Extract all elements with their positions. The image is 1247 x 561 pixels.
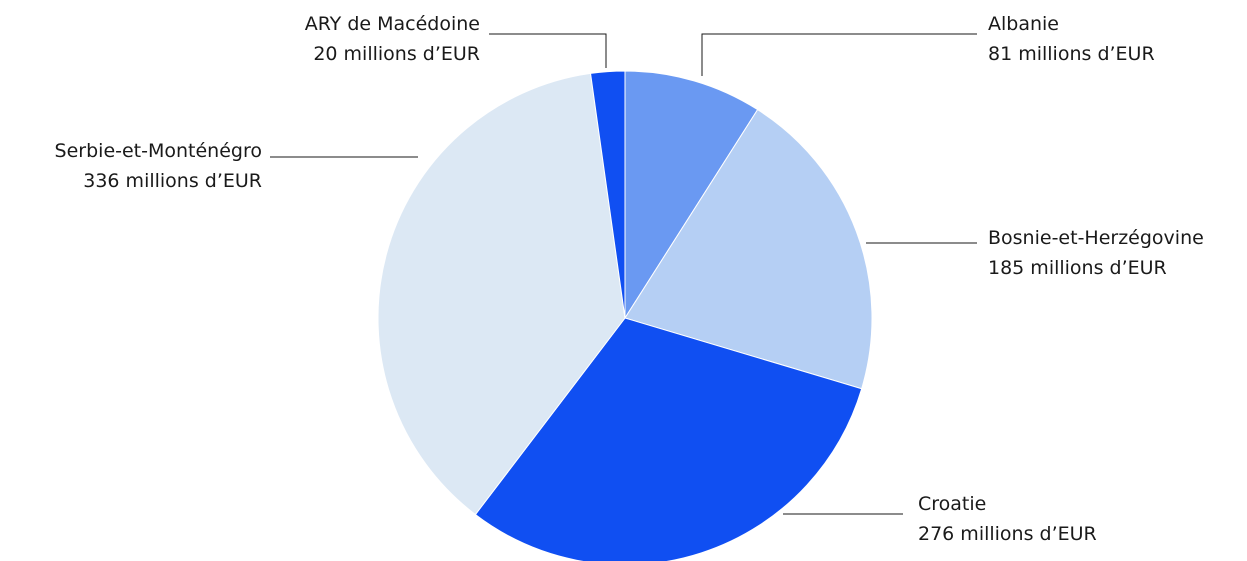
pie-slice-ary-de-macedoine	[590, 70, 626, 319]
label-ary-de-macedoine-name: ARY de Macédoine	[305, 13, 480, 35]
leader-lines	[270, 33, 977, 515]
pie-slice-serbie-et-montenegro	[377, 72, 626, 516]
label-croatie-value: 276 millions d’EUR	[918, 523, 1097, 545]
pie-slice-croatie	[474, 317, 863, 561]
label-ary-de-macedoine-value: 20 millions d’EUR	[313, 43, 480, 65]
leader-line-albanie	[701, 33, 977, 76]
pie-slice-albanie	[624, 70, 759, 319]
pie-slice-bosnie-et-herzegovine	[624, 109, 873, 390]
label-albanie-name: Albanie	[988, 13, 1059, 35]
label-albanie-value: 81 millions d’EUR	[988, 43, 1155, 65]
label-croatie-name: Croatie	[918, 493, 986, 515]
leader-line-ary-de-macedoine	[489, 33, 607, 68]
label-bosnie-et-herzegovine-name: Bosnie-et-Herzégovine	[988, 227, 1204, 249]
pie-slices	[377, 70, 873, 561]
label-serbie-et-montenegro-name: Serbie-et-Monténégro	[55, 140, 262, 162]
label-bosnie-et-herzegovine-value: 185 millions d’EUR	[988, 257, 1167, 279]
slice-labels: Albanie 81 millions d’EUR Bosnie-et-Herz…	[55, 13, 1204, 545]
label-serbie-et-montenegro-value: 336 millions d’EUR	[83, 170, 262, 192]
